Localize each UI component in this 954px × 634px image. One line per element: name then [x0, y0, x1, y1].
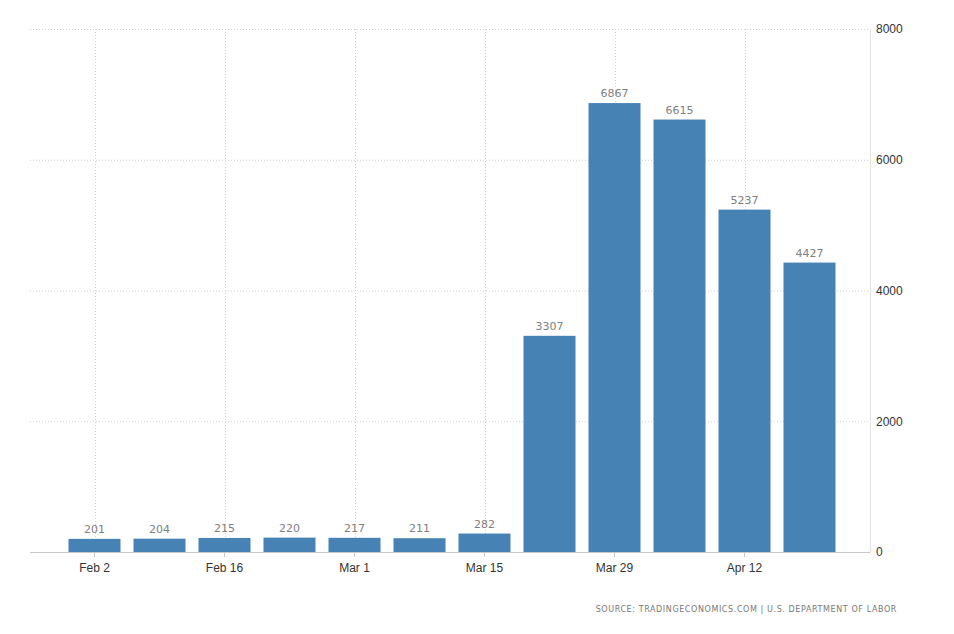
bar: [199, 538, 251, 552]
bar: [134, 539, 186, 552]
grid-line: [225, 29, 226, 552]
bar: [589, 103, 641, 552]
data-labels: 201 204 215 220 217 211 282 3307 6867 6615 5237 442…: [84, 87, 824, 536]
tick: 4000: [870, 284, 903, 298]
grid-line: [30, 160, 870, 161]
grid: [30, 29, 870, 553]
bar: [784, 263, 836, 552]
data-label: 4427: [796, 247, 824, 260]
tick-label: Feb 16: [206, 561, 244, 575]
tick-label: 4000: [876, 284, 903, 298]
y-axis: 0 2000 4000 6000 8000: [870, 22, 903, 559]
tick-label: 8000: [876, 22, 903, 36]
data-label: 201: [84, 523, 105, 536]
bar: [69, 539, 121, 552]
annotations: SOURCE: TRADINGECONOMICS.COM | U.S. DEPA…: [596, 605, 897, 614]
data-label: 5237: [731, 194, 759, 207]
tick: Mar 29: [596, 552, 634, 575]
tick-mark: [614, 552, 615, 557]
grid-line: [95, 29, 96, 552]
tick: Apr 12: [727, 552, 763, 575]
tick: Mar 1: [339, 552, 370, 575]
data-label: 282: [474, 518, 495, 531]
tick: Feb 2: [79, 552, 110, 575]
tick: 2000: [870, 415, 903, 429]
tick-label: 6000: [876, 153, 903, 167]
tick-mark: [354, 552, 355, 557]
tick-label: Mar 29: [596, 561, 634, 575]
axis-line: [870, 30, 871, 553]
tick-mark: [224, 552, 225, 557]
bar: [459, 534, 511, 552]
tick-label: Mar 1: [339, 561, 370, 575]
bar: [329, 538, 381, 552]
data-label: 220: [279, 522, 300, 535]
tick: 0: [870, 545, 883, 559]
data-label: 6615: [666, 104, 694, 117]
grid-line: [30, 29, 870, 30]
bar: [394, 538, 446, 552]
tick: Mar 15: [466, 552, 504, 575]
bars: [69, 103, 836, 552]
grid-line: [485, 29, 486, 552]
source-note: SOURCE: TRADINGECONOMICS.COM | U.S. DEPA…: [596, 605, 897, 614]
tick-label: 2000: [876, 415, 903, 429]
data-label: 211: [409, 522, 430, 535]
chart: 201 204 215 220 217 211 282 3307 6867 6615 5237 442…: [0, 0, 954, 634]
data-label: 215: [214, 522, 235, 535]
tick-label: 0: [876, 545, 883, 559]
bar: [654, 120, 706, 552]
bar: [719, 210, 771, 552]
tick-mark: [484, 552, 485, 557]
tick-label: Mar 15: [466, 561, 504, 575]
data-label: 6867: [601, 87, 629, 100]
tick: 8000: [870, 22, 903, 36]
data-label: 204: [149, 523, 170, 536]
tick-mark: [94, 552, 95, 557]
tick-mark: [744, 552, 745, 557]
bar: [524, 336, 576, 552]
grid-line: [355, 29, 356, 552]
tick-label: Apr 12: [727, 561, 763, 575]
x-axis: Feb 2 Feb 16 Mar 1 Mar 15 Mar 29 Apr 12: [30, 552, 870, 575]
tick: 6000: [870, 153, 903, 167]
tick-label: Feb 2: [79, 561, 110, 575]
tick: Feb 16: [206, 552, 244, 575]
data-label: 3307: [536, 320, 564, 333]
data-label: 217: [344, 522, 365, 535]
bar: [264, 538, 316, 552]
